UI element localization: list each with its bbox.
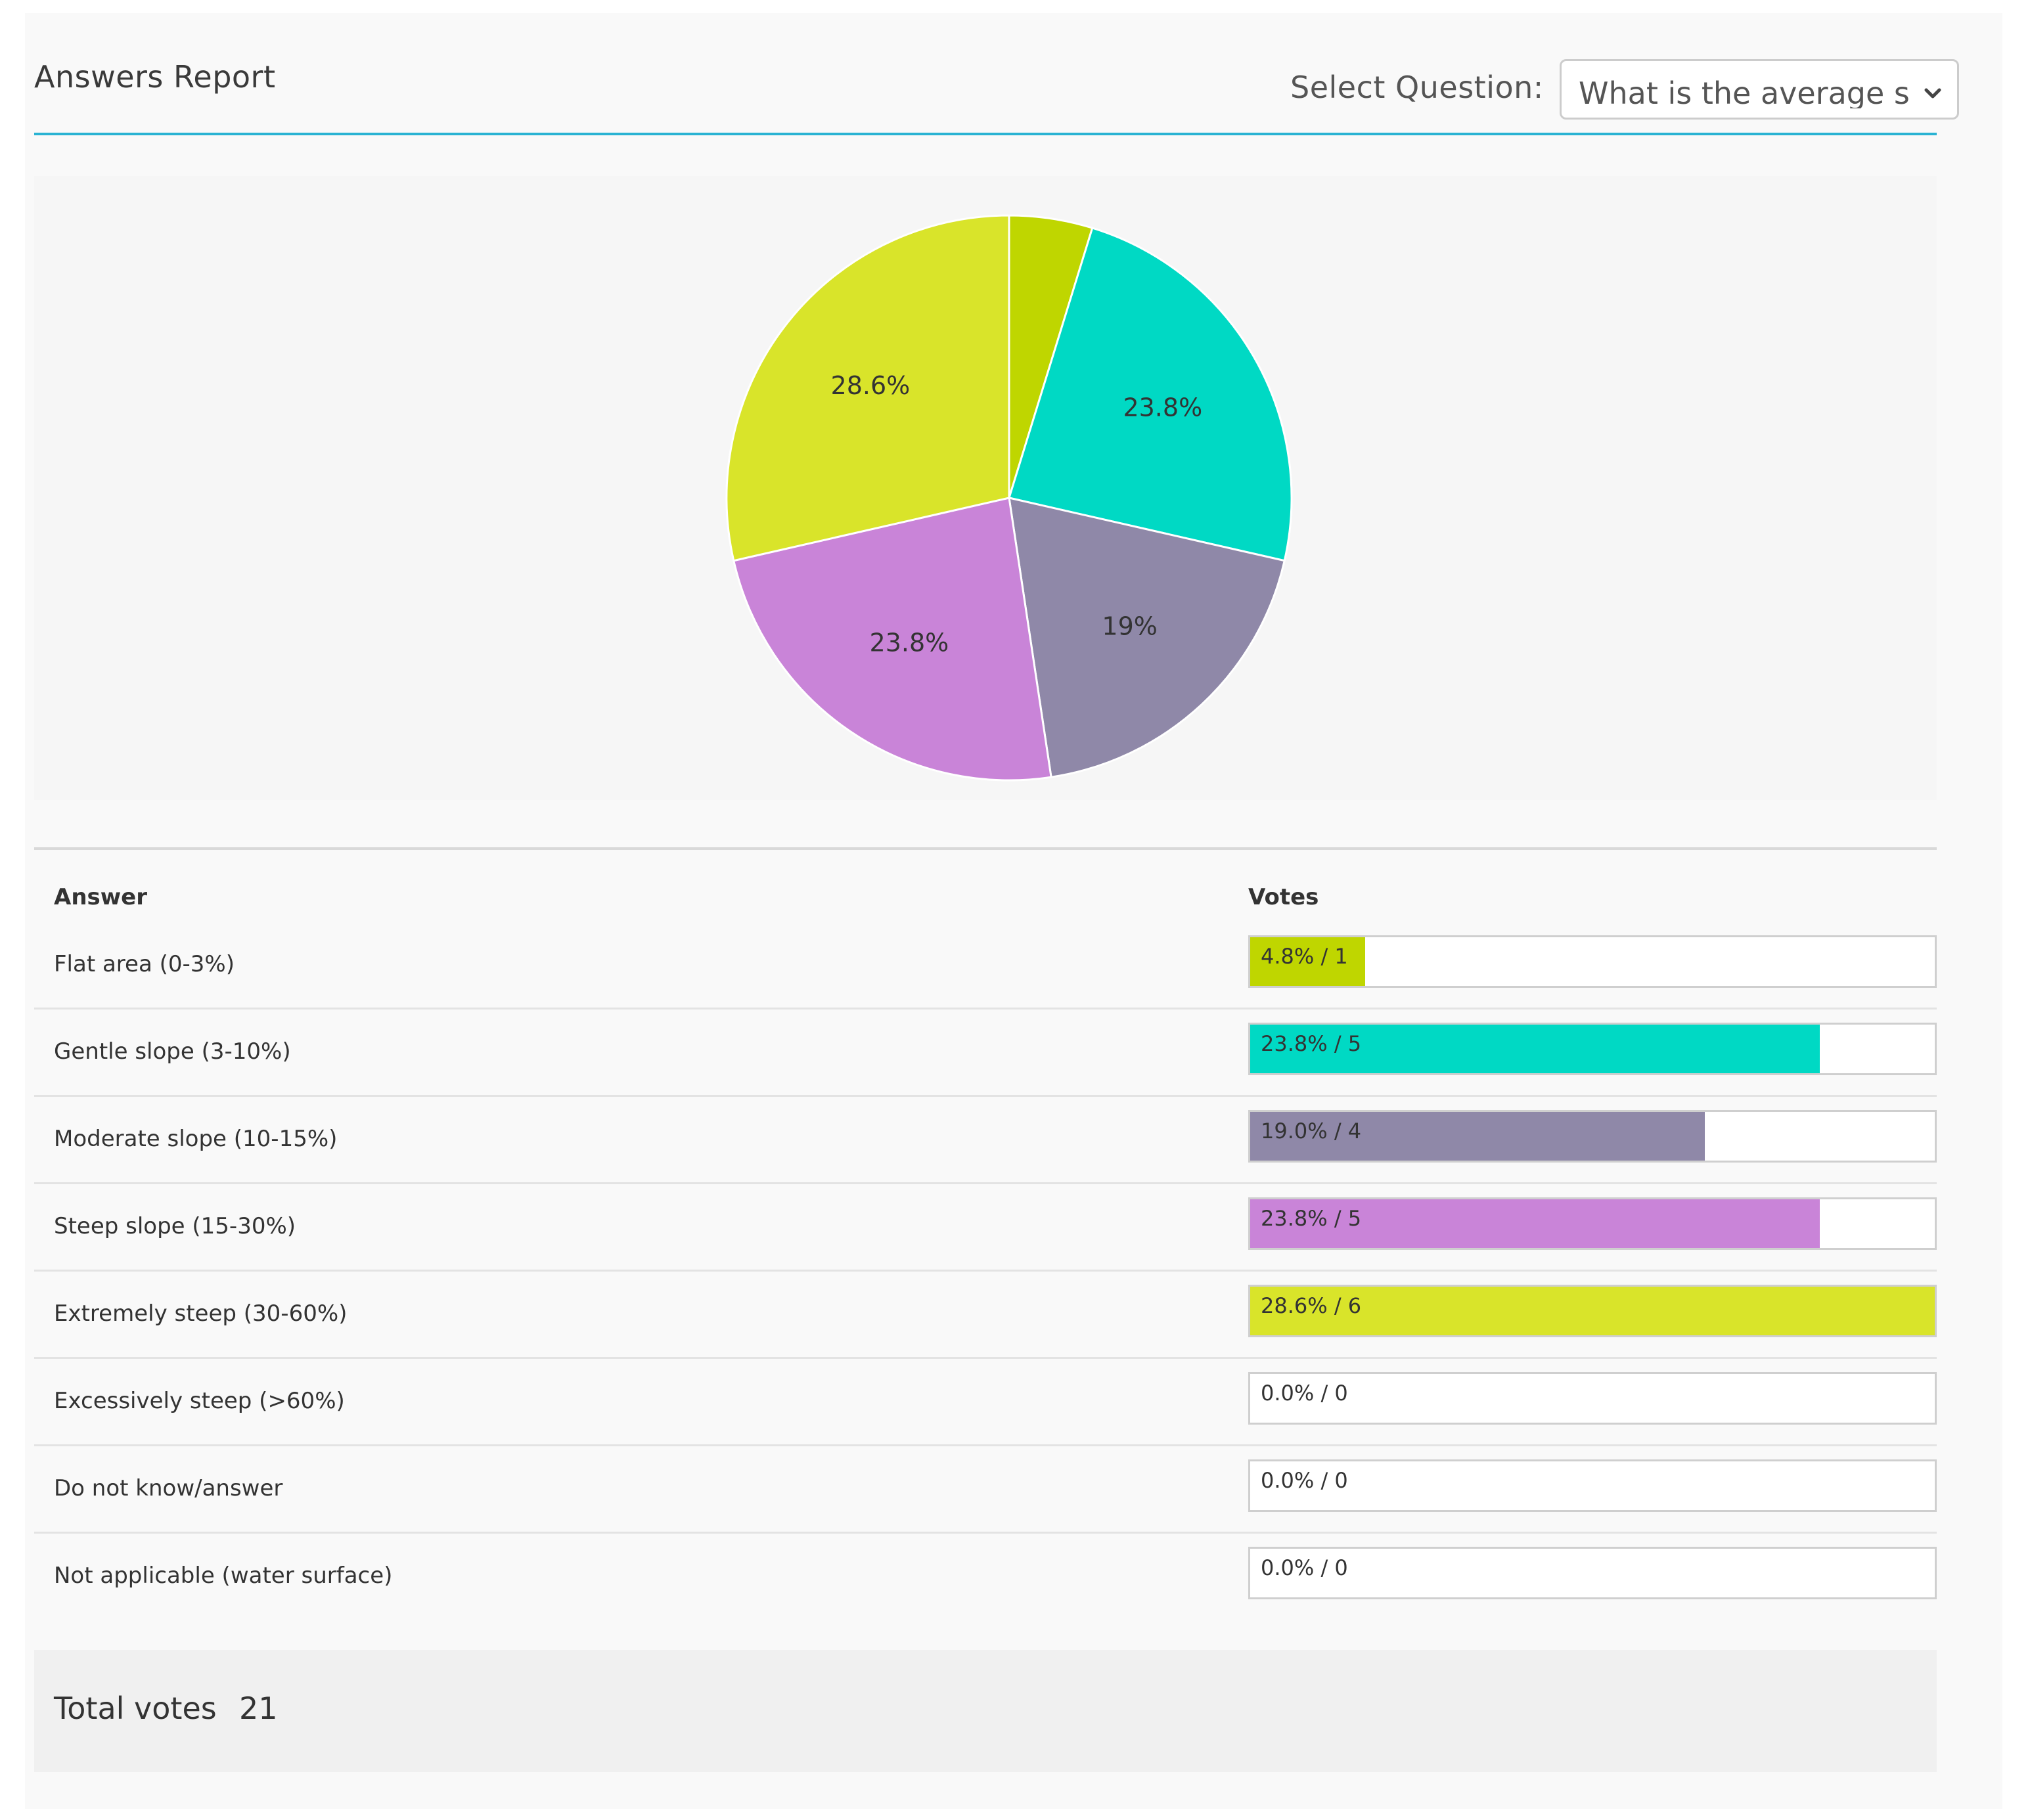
pie-slice: [725, 214, 1010, 562]
vote-bar: 23.8% / 5: [1248, 1023, 1937, 1075]
answer-label: Excessively steep (>60%): [54, 1388, 345, 1414]
chart-area: 23.8% 19% 23.8% 28.6%: [34, 176, 1937, 800]
table-row: Moderate slope (10-15%) 19.0% / 4: [34, 1097, 1937, 1184]
pie-slice-label: 28.6%: [831, 371, 911, 400]
answer-label: Not applicable (water surface): [54, 1563, 393, 1589]
vote-bar: 4.8% / 1: [1248, 935, 1937, 988]
vote-bar-text: 0.0% / 0: [1261, 1468, 1348, 1493]
pie-slice-label: 23.8%: [1123, 393, 1202, 422]
table-row: Do not know/answer 0.0% / 0: [34, 1446, 1937, 1534]
table-row: Not applicable (water surface) 0.0% / 0: [34, 1534, 1937, 1621]
pie-slice: [1008, 227, 1293, 562]
vote-bar-text: 28.6% / 6: [1261, 1293, 1362, 1318]
vote-bar-text: 19.0% / 4: [1261, 1119, 1362, 1143]
table-row: Gentle slope (3-10%) 23.8% / 5: [34, 1010, 1937, 1097]
answer-label: Gentle slope (3-10%): [54, 1038, 291, 1065]
table-divider: [34, 847, 1937, 850]
pie-chart: 23.8% 19% 23.8% 28.6%: [725, 214, 1293, 782]
pie-slice: [732, 497, 1052, 782]
pie-slice-label: 19%: [1102, 611, 1157, 640]
chevron-down-icon: [1924, 88, 1941, 99]
column-header-votes: Votes: [1248, 884, 1319, 910]
table-row: Extremely steep (30-60%) 28.6% / 6: [34, 1272, 1937, 1359]
table-row: Steep slope (15-30%) 23.8% / 5: [34, 1184, 1937, 1272]
answer-label: Moderate slope (10-15%): [54, 1126, 338, 1152]
question-select-value: What is the average slǿ: [1579, 76, 1912, 108]
answer-label: Extremely steep (30-60%): [54, 1300, 348, 1327]
vote-bar: 0.0% / 0: [1248, 1459, 1937, 1512]
page-title: Answers Report: [34, 59, 276, 95]
question-select[interactable]: What is the average slǿ: [1560, 59, 1959, 120]
table-row: Flat area (0-3%) 4.8% / 1: [34, 922, 1937, 1010]
vote-bar: 19.0% / 4: [1248, 1110, 1937, 1163]
pie-slice: [1008, 497, 1286, 778]
vote-bar-fill: [1250, 937, 1365, 986]
vote-bar-text: 4.8% / 1: [1261, 944, 1348, 969]
answer-label: Do not know/answer: [54, 1475, 283, 1501]
vote-bar: 0.0% / 0: [1248, 1372, 1937, 1425]
answer-label: Flat area (0-3%): [54, 951, 235, 977]
vote-bar: 28.6% / 6: [1248, 1285, 1937, 1337]
vote-bar-fill: [1250, 1025, 1820, 1073]
total-votes-value: 21: [239, 1691, 278, 1726]
vote-bar-fill: [1250, 1112, 1705, 1161]
vote-bar-text: 0.0% / 0: [1261, 1381, 1348, 1406]
select-question-label: Select Question:: [1290, 70, 1544, 105]
vote-bar-fill: [1250, 1287, 1935, 1335]
pie-slice-label: 23.8%: [870, 629, 949, 657]
table-row: Excessively steep (>60%) 0.0% / 0: [34, 1359, 1937, 1446]
total-votes-label: Total votes: [54, 1691, 217, 1726]
answer-label: Steep slope (15-30%): [54, 1213, 296, 1239]
vote-bar: 23.8% / 5: [1248, 1197, 1937, 1250]
vote-bar-text: 0.0% / 0: [1261, 1555, 1348, 1580]
vote-bar: 0.0% / 0: [1248, 1547, 1937, 1599]
vote-bar-fill: [1250, 1199, 1820, 1248]
column-header-answer: Answer: [54, 884, 147, 910]
vote-bar-text: 23.8% / 5: [1261, 1206, 1362, 1231]
total-votes-bar: Total votes 21: [34, 1650, 1937, 1772]
report-header: Answers Report Select Question: What is …: [34, 39, 1959, 135]
vote-bar-text: 23.8% / 5: [1261, 1031, 1362, 1056]
